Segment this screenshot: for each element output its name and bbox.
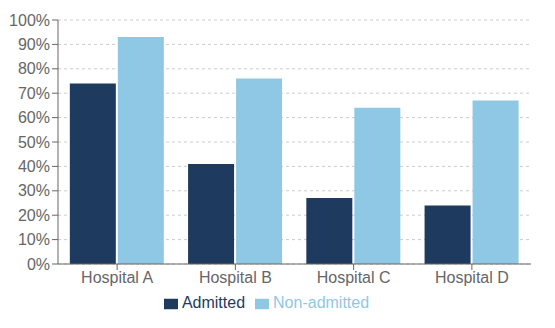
svg-text:Hospital B: Hospital B [199, 269, 272, 286]
html-text:Non-admitted: Non-admitted [273, 294, 370, 311]
svg-text:Hospital C: Hospital C [317, 269, 391, 286]
svg-text:100%: 100% [9, 12, 50, 29]
html-text:Admitted: Admitted [181, 294, 245, 311]
svg-text:10%: 10% [18, 231, 50, 248]
svg-text:80%: 80% [18, 60, 50, 77]
svg-text:60%: 60% [18, 109, 50, 126]
svg-text:70%: 70% [18, 85, 50, 102]
svg-text:20%: 20% [18, 207, 50, 224]
svg-text:Hospital A: Hospital A [81, 269, 153, 286]
svg-text:30%: 30% [18, 182, 50, 199]
svg-text:40%: 40% [18, 158, 50, 175]
svg-text:90%: 90% [18, 36, 50, 53]
svg-text:0%: 0% [27, 256, 50, 273]
svg-text:Hospital D: Hospital D [435, 269, 509, 286]
svg-text:50%: 50% [18, 134, 50, 151]
